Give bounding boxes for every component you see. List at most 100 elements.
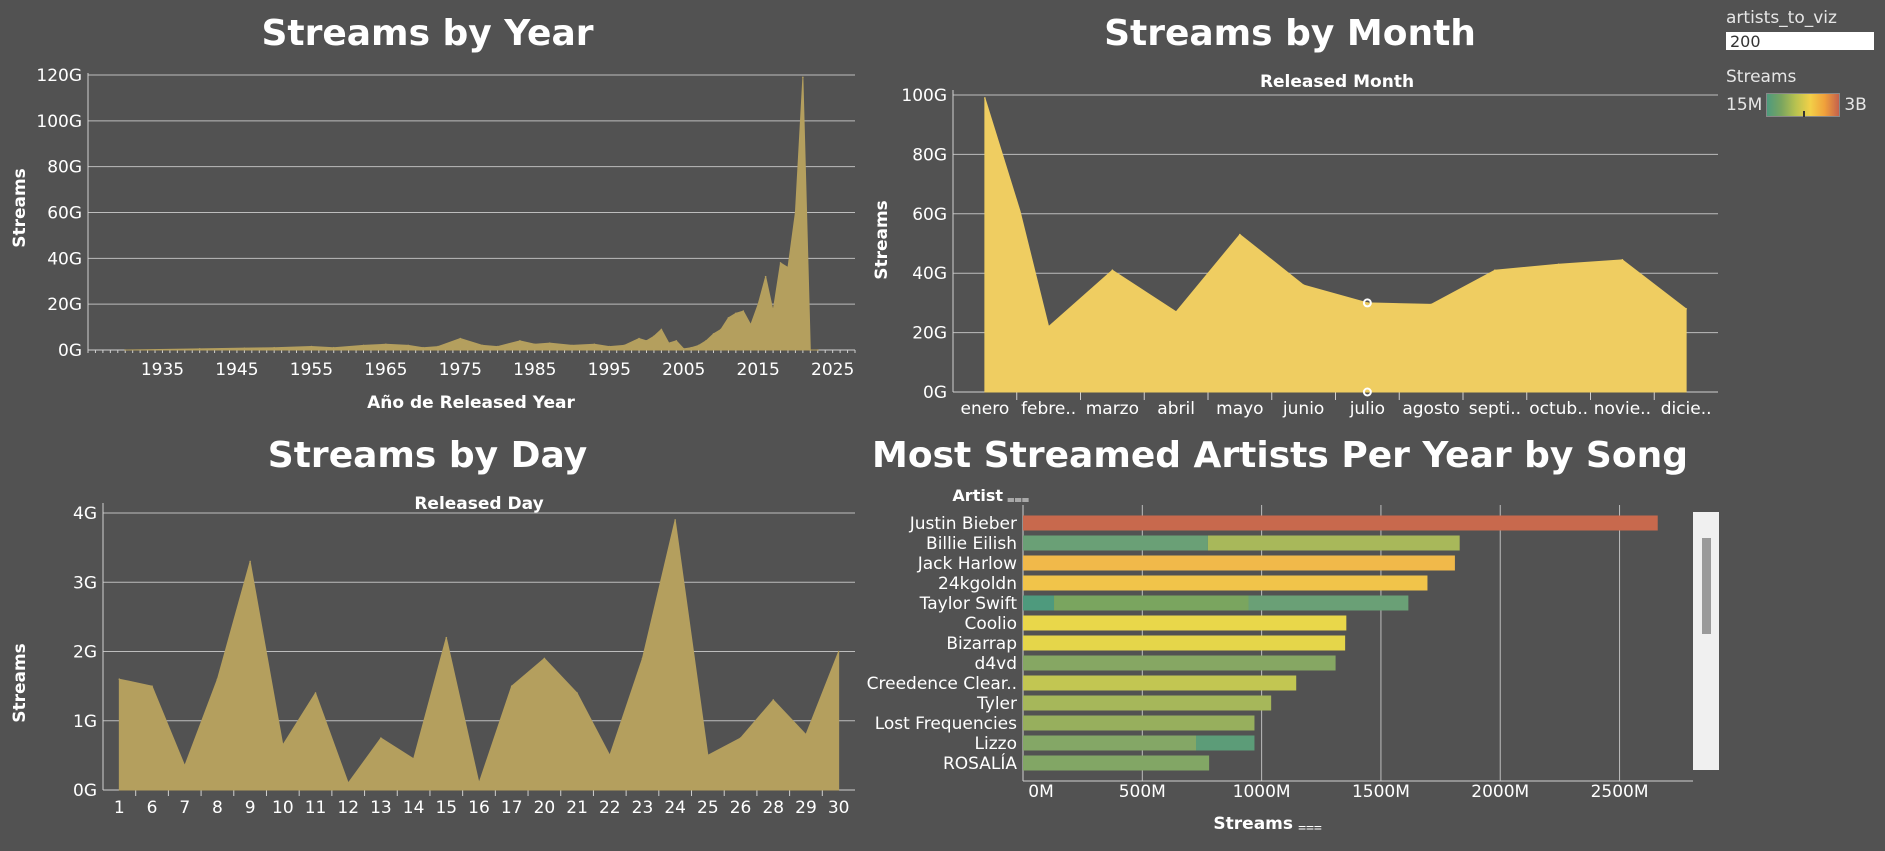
x-tick-label: 28 (762, 798, 784, 818)
day-data-point (249, 560, 251, 563)
x-tick-label: junio (1282, 399, 1324, 419)
day-data-point (608, 754, 611, 757)
y-tick-label: 0G (73, 781, 97, 801)
year-data-point (198, 348, 201, 350)
artist-bar-segment (1248, 595, 1409, 611)
y-tick-label: 100G (901, 86, 947, 106)
year-data-point (519, 340, 521, 342)
y-tick-label: 60G (47, 204, 82, 224)
year-data-point (816, 349, 819, 351)
artist-bar-segment (1207, 535, 1460, 551)
subtitle: Released Month (1260, 72, 1414, 92)
x-tick-label: 10 (272, 798, 294, 818)
x-tick-label: 2025 (811, 360, 854, 380)
year-data-point (459, 337, 462, 340)
x-tick-label: 1000M (1233, 782, 1291, 802)
x-tick-label: 7 (179, 798, 190, 818)
artist-label: Justin Bieber (909, 514, 1017, 534)
artist-bar-segment (1023, 635, 1346, 651)
artist-label: Jack Harlow (917, 554, 1017, 574)
x-tick-label: 1500M (1352, 782, 1410, 802)
x-tick-label: 2005 (662, 360, 705, 380)
artist-bar-segment (1023, 575, 1428, 591)
x-tick-label: 1975 (439, 360, 482, 380)
day-data-point (314, 692, 317, 694)
day-chart-title: Streams by Day (267, 435, 588, 476)
x-tick-label: 6 (147, 798, 158, 818)
artist-bar-segment (1196, 735, 1255, 751)
day-data-point (380, 737, 382, 739)
month-area-series (984, 97, 1687, 393)
y-axis-title: Artist (952, 486, 1003, 505)
month-data-point (1175, 311, 1177, 313)
year-data-point (772, 310, 774, 312)
year-data-point (735, 312, 737, 315)
y-tick-label: 60G (912, 205, 947, 225)
month-data-point (1430, 303, 1432, 306)
artist-label: Coolio (964, 614, 1017, 634)
month-data-point (1621, 259, 1624, 261)
sort-icon: ⩶ (1007, 492, 1029, 507)
day-data-point (510, 685, 513, 687)
x-tick-label: 30 (828, 798, 850, 818)
year-data-point (310, 345, 313, 348)
y-tick-label: 80G (912, 145, 947, 165)
year-data-point (712, 333, 715, 335)
y-tick-label: 2G (73, 643, 97, 663)
artists-scrollbar[interactable] (1693, 512, 1719, 770)
year-data-point (638, 337, 640, 340)
year-data-point (690, 346, 692, 349)
artist-label: d4vd (975, 654, 1017, 674)
x-tick-label: 1 (114, 798, 125, 818)
x-tick-label: 13 (370, 798, 392, 818)
year-data-point (779, 262, 782, 264)
color-legend-title: Streams (1726, 66, 1797, 87)
artist-bar-segment (1023, 555, 1455, 571)
day-data-point (805, 733, 807, 736)
x-tick-label: octub.. (1529, 399, 1588, 419)
month-chart-title: Streams by Month (1104, 13, 1476, 54)
artist-bar-segment (1023, 695, 1272, 711)
scrollbar-thumb[interactable] (1702, 538, 1711, 634)
x-tick-label: 25 (697, 798, 719, 818)
artist-bar-segment (1023, 535, 1208, 551)
month-data-point (1494, 269, 1496, 272)
x-tick-label: 24 (664, 798, 686, 818)
x-tick-label: agosto (1402, 399, 1460, 419)
month-data-point (1557, 263, 1560, 266)
legend-min-label: 15M (1726, 94, 1763, 115)
artists-to-viz-input[interactable] (1726, 32, 1874, 50)
streams-by-month-chart[interactable]: Released Month 0G 20G 40G 60G 80G 100G enero feb… (860, 0, 1718, 430)
x-tick-label: 22 (599, 798, 621, 818)
artist-bar-segment (1023, 715, 1255, 731)
year-data-point (533, 343, 536, 346)
day-data-point (478, 782, 480, 784)
x-tick-label: 9 (245, 798, 256, 818)
year-area-series (125, 77, 818, 351)
artist-label: Tyler (976, 694, 1017, 714)
year-data-point (623, 344, 625, 347)
x-tick-label: 2015 (737, 360, 780, 380)
streams-by-year-chart[interactable]: 0G 20G 40G 60G 80G 100G 120G 1935 1945 1955 1965 19… (0, 0, 860, 420)
year-data-point (764, 275, 767, 278)
artist-bar-segment (1023, 515, 1658, 531)
x-tick-label: 20 (534, 798, 556, 818)
x-tick-label: mayo (1216, 399, 1263, 419)
year-data-point (608, 345, 611, 348)
y-tick-label: 0G (923, 383, 947, 403)
x-tick-label: 15 (435, 798, 457, 818)
subtitle: Released Day (414, 494, 543, 514)
y-tick-label: 1G (73, 712, 97, 732)
x-tick-label: 12 (337, 798, 359, 818)
artist-bar-segment (1054, 595, 1249, 611)
y-tick-label: 40G (912, 264, 947, 284)
year-data-point (653, 335, 655, 338)
x-tick-label: 16 (468, 798, 490, 818)
day-data-point (641, 657, 644, 660)
y-tick-label: 20G (912, 324, 947, 344)
x-tick-label: 500M (1119, 782, 1166, 802)
x-tick-label: 23 (632, 798, 654, 818)
year-data-point (481, 344, 484, 347)
